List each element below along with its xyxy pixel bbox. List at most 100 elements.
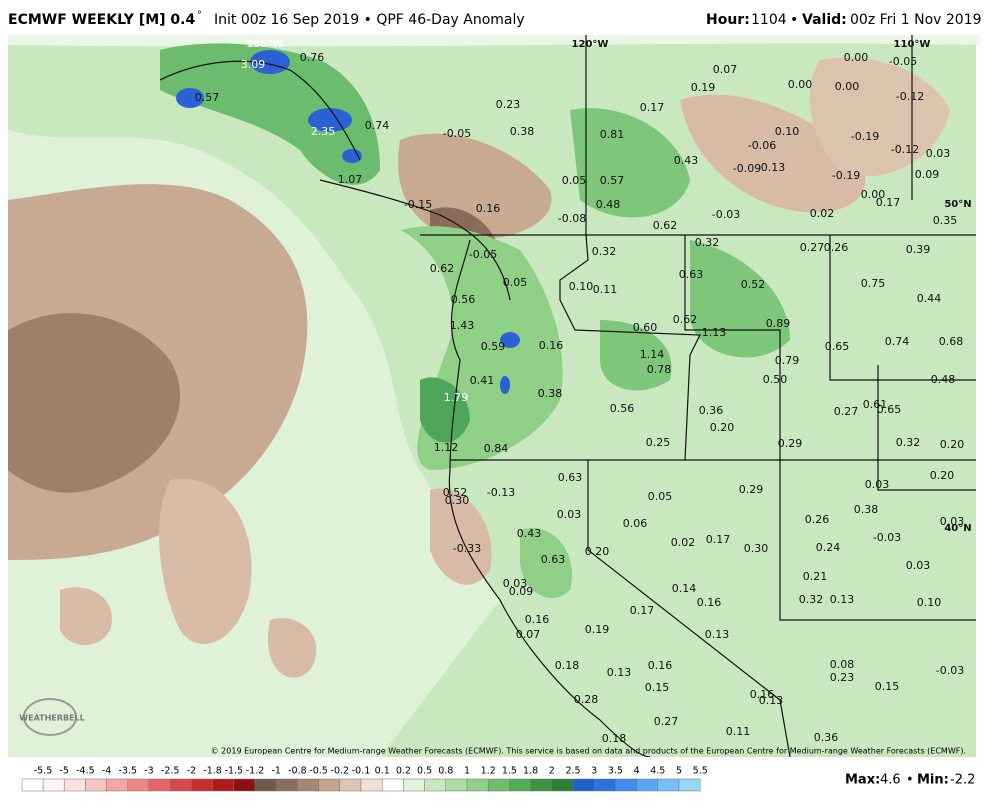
- colorbar-label: -4: [102, 766, 111, 777]
- map-labels: 0.76 3.09 0.57 0.74 2.35 0.23 0.38 -0.05 0.81 0.1…: [195, 51, 965, 745]
- colorbar-label: 1: [464, 766, 470, 777]
- map-value: 0.07: [713, 63, 738, 76]
- map-value: 0.61: [863, 398, 888, 411]
- map-value: -0.05: [469, 248, 497, 261]
- map-value: 0.32: [592, 245, 617, 258]
- map-value: -0.09: [733, 162, 761, 175]
- map-value: 0.16: [697, 596, 722, 609]
- map-value: 0.13: [705, 628, 730, 641]
- map-value: 0.27: [800, 241, 825, 254]
- map-value: 0.56: [610, 402, 635, 415]
- colorbar-swatch: [148, 778, 171, 792]
- map-value: 0.32: [896, 436, 921, 449]
- map-value: 0.27: [834, 405, 859, 418]
- map-value: 3.09: [241, 58, 266, 71]
- colorbar-swatch: [127, 778, 150, 792]
- map-value: 0.32: [799, 593, 824, 606]
- map-value: 0.05: [503, 276, 528, 289]
- colorbar-label: -0.5: [309, 766, 328, 777]
- map-value: 0.00: [861, 188, 886, 201]
- init: Init 00z 16 Sep 2019 • QPF 46-Day Anomal…: [214, 12, 525, 28]
- colorbar-label: -0.2: [331, 766, 350, 777]
- colorbar-label: 4.5: [650, 766, 665, 777]
- map-value: -0.13: [487, 486, 515, 499]
- map-value: 0.43: [517, 527, 542, 540]
- map-value: 0.03: [557, 508, 582, 521]
- map-value: 0.26: [824, 241, 849, 254]
- map-value: 0.02: [810, 207, 835, 220]
- map-value: -0.06: [748, 139, 776, 152]
- colorbar-swatch: [318, 778, 341, 792]
- separator: •: [906, 773, 914, 788]
- map-value: 0.03: [906, 559, 931, 572]
- colorbar-swatch: [169, 778, 192, 792]
- map-value: 0.16: [476, 202, 501, 215]
- map-value: 0.84: [484, 442, 509, 455]
- map-value: 0.30: [744, 542, 769, 555]
- colorbar-label: 0.2: [396, 766, 411, 777]
- map-value: 0.00: [844, 51, 869, 64]
- map-value: 0.30: [445, 494, 470, 507]
- grid-label: 130°W: [247, 39, 284, 50]
- map-value: 0.18: [602, 732, 627, 745]
- colorbar-label: -2.5: [161, 766, 180, 777]
- map-value: 0.63: [679, 268, 704, 281]
- map-value: -0.05: [889, 55, 917, 68]
- colorbar-swatch: [42, 778, 65, 792]
- map-value: 0.89: [766, 317, 791, 330]
- map-value: 0.75: [861, 277, 886, 290]
- colorbar-label: -1.2: [246, 766, 265, 777]
- colorbar-swatch: [21, 778, 44, 792]
- map-value: 0.35: [933, 214, 958, 227]
- colorbar-label: 0.5: [417, 766, 432, 777]
- min-label: Min:: [917, 773, 949, 788]
- colorbar-swatch: [106, 778, 129, 792]
- map-value: 0.17: [630, 604, 655, 617]
- colorbar-swatch: [678, 778, 701, 792]
- map-value: 0.59: [481, 340, 506, 353]
- top-bar: ECMWF WEEKLY [M] 0.4 ° Init 00z 16 Sep 2…: [0, 0, 984, 35]
- colorbar-label: -1: [271, 766, 280, 777]
- map-value: 0.17: [876, 196, 901, 209]
- colorbar-swatch: [254, 778, 277, 792]
- colorbar-label: 0.1: [375, 766, 390, 777]
- map-value: 0.20: [940, 438, 965, 451]
- map-value: 0.10: [569, 280, 594, 293]
- colorbar-swatch: [593, 778, 616, 792]
- map-value: 0.38: [854, 503, 879, 516]
- map-value: 0.57: [195, 91, 220, 104]
- map-value: 0.15: [875, 680, 900, 693]
- map-value: 0.48: [931, 373, 956, 386]
- valid: 00z Fri 1 Nov 2019: [850, 12, 982, 28]
- borders: [159, 35, 976, 758]
- map-value: -0.12: [891, 143, 919, 156]
- map-value: 0.03: [503, 577, 528, 590]
- colorbar-swatch: [466, 778, 489, 792]
- colorbar-swatch: [63, 778, 86, 792]
- map-value: 1.14: [640, 348, 665, 361]
- map-value: 0.10: [917, 596, 942, 609]
- map-value: 0.19: [585, 623, 610, 636]
- map-value: 0.41: [470, 374, 495, 387]
- map-value: 0.11: [726, 725, 751, 738]
- colorbar-swatch: [551, 778, 574, 792]
- colorbar-label: 2.5: [565, 766, 580, 777]
- map-value: 0.13: [761, 161, 786, 174]
- map-value: 0.39: [906, 243, 931, 256]
- colorbar-label: -0.8: [288, 766, 307, 777]
- colorbar-label: 1.2: [481, 766, 496, 777]
- map-value: 0.38: [538, 387, 563, 400]
- map-value: -0.15: [404, 198, 432, 211]
- logo: WEATHERBELL: [19, 714, 84, 723]
- map-value: 0.57: [600, 174, 625, 187]
- map-value: 0.74: [885, 335, 910, 348]
- grid-label: 50°N: [944, 199, 971, 210]
- colorbar-label: 1.8: [523, 766, 538, 777]
- map-value: 0.09: [915, 168, 940, 181]
- map-value: 0.63: [541, 553, 566, 566]
- colorbar-swatch: [424, 778, 447, 792]
- map-value: 1.07: [338, 173, 363, 186]
- map-value: 0.10: [775, 125, 800, 138]
- map-value: 0.48: [596, 198, 621, 211]
- map-value: -0.05: [443, 127, 471, 140]
